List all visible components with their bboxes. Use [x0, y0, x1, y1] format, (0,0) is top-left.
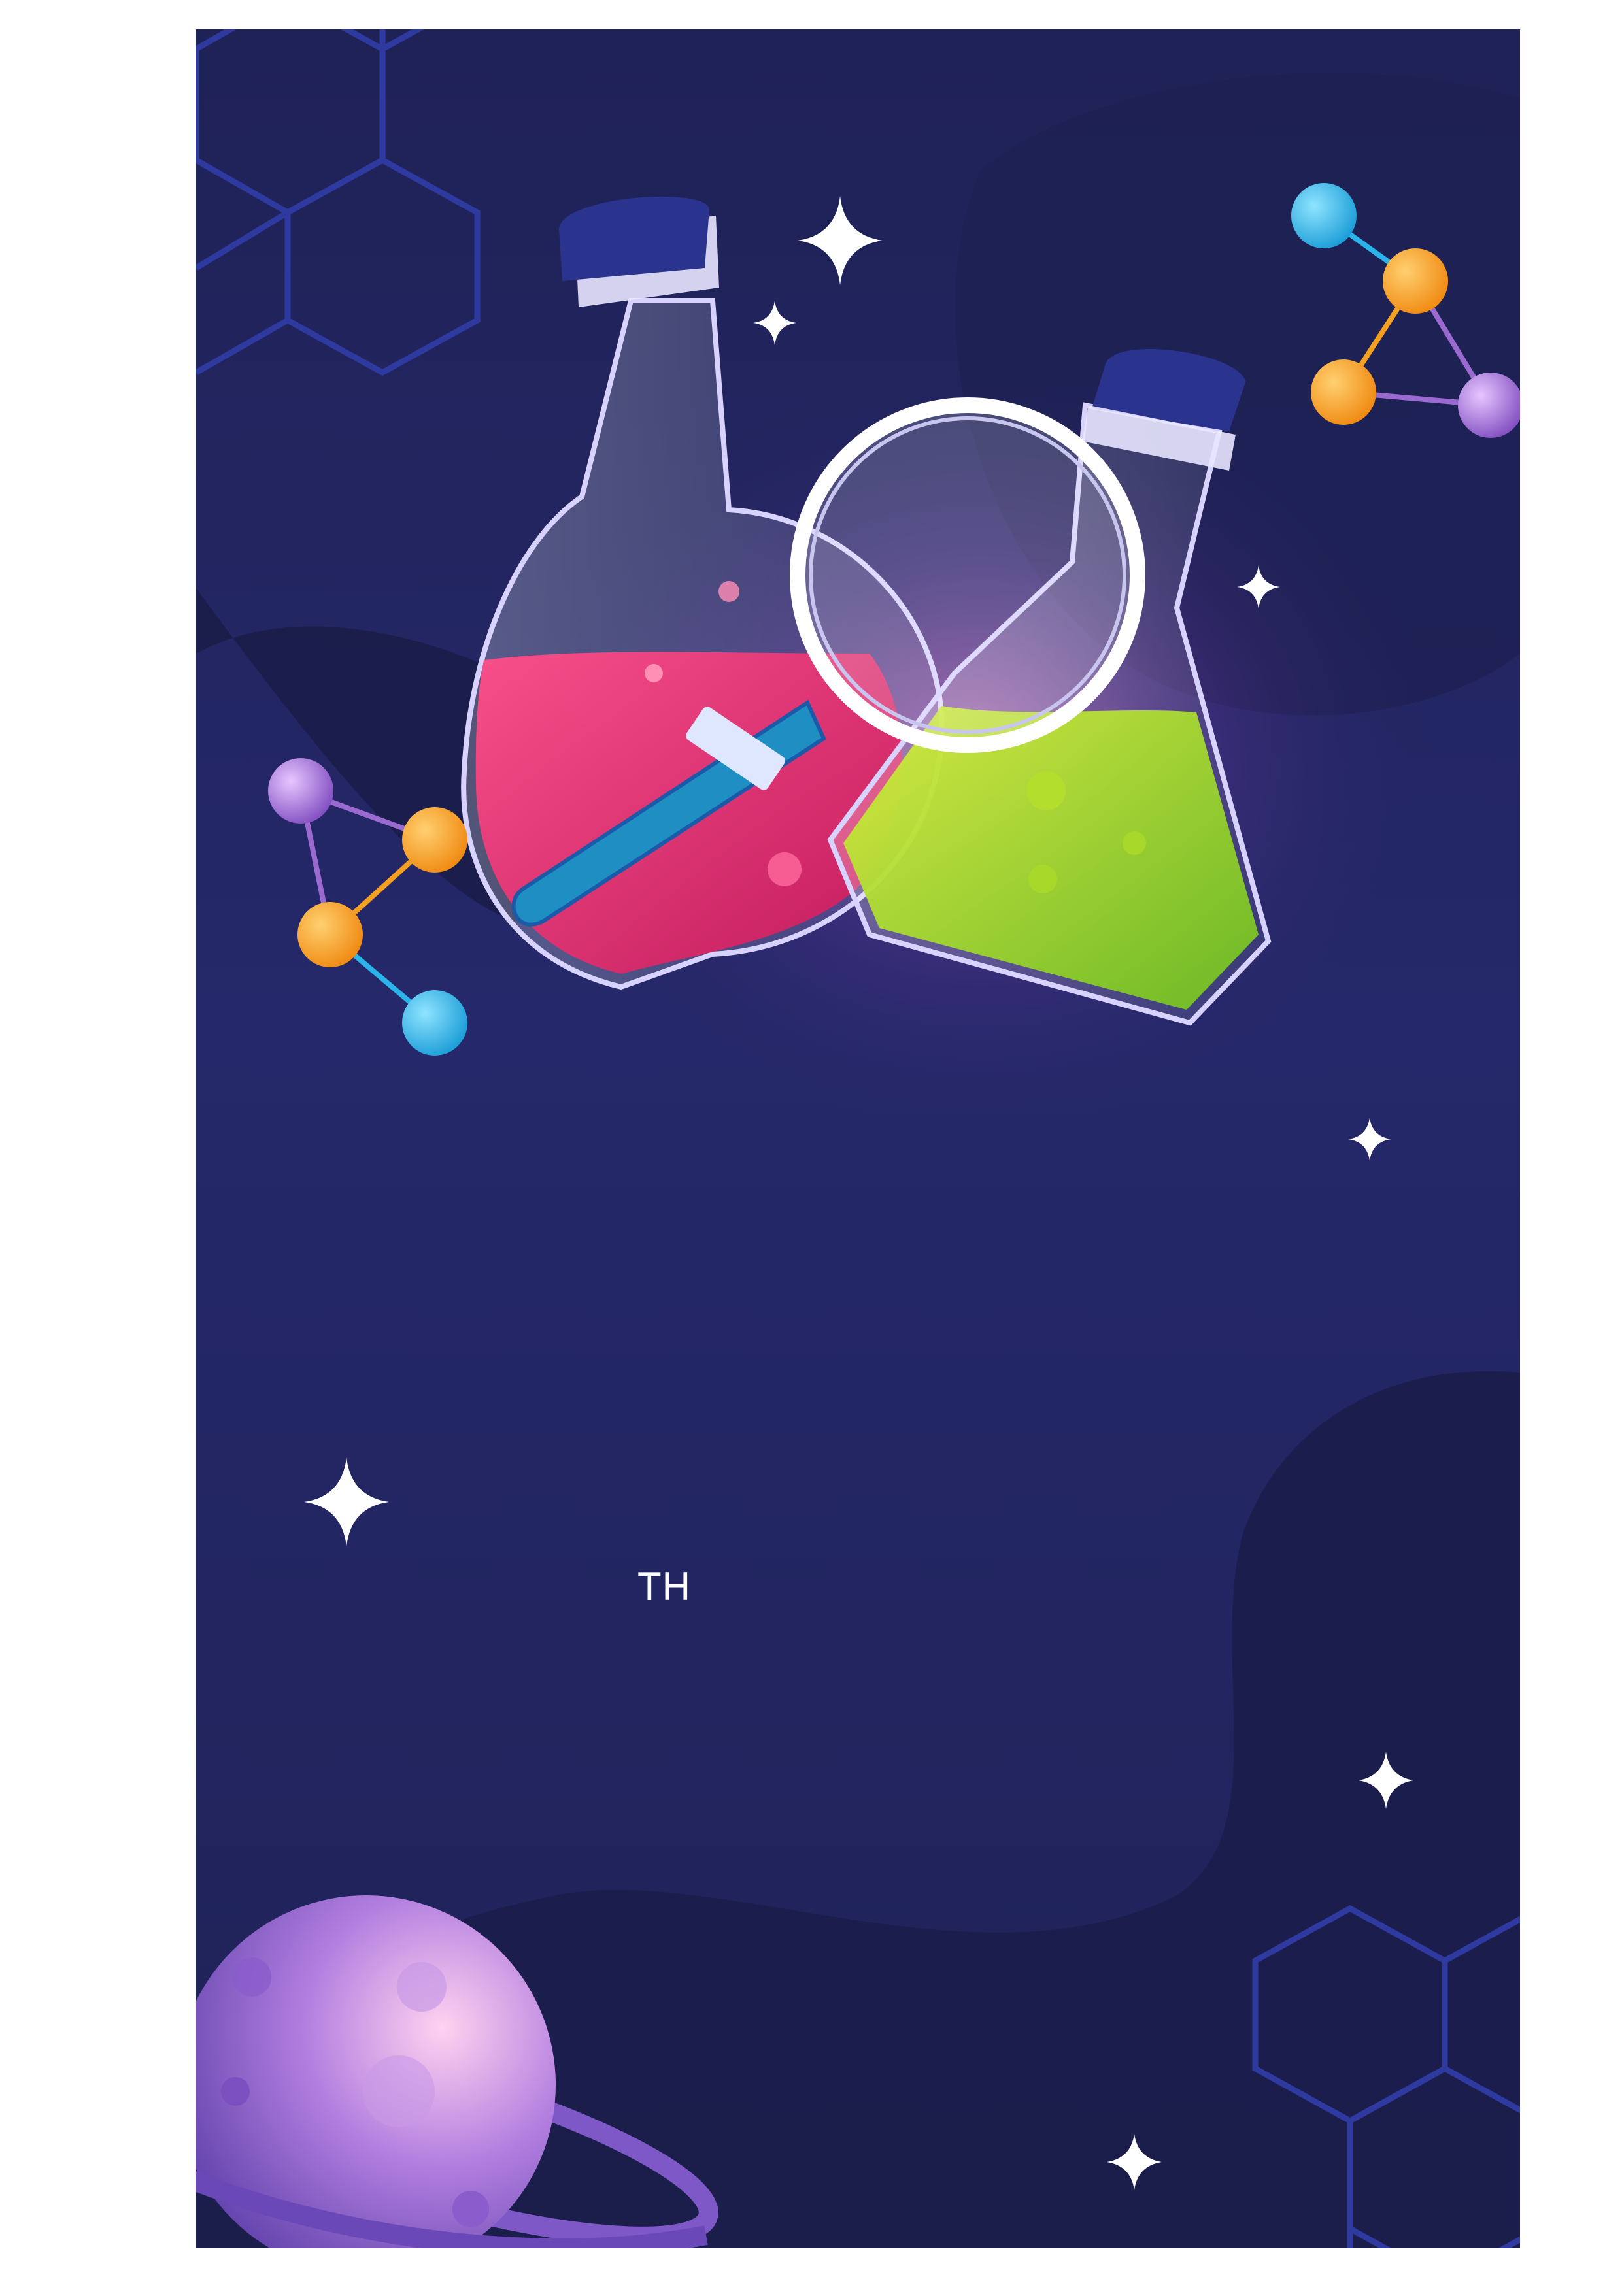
sparkle-star-icon	[753, 301, 796, 345]
planet	[196, 1895, 718, 2248]
hexagon-pattern-bottom-right	[1252, 1905, 1520, 2248]
hexagon-pattern-top-left	[196, 29, 481, 376]
sparkle-star-icon	[1348, 1118, 1391, 1161]
sparkle-stars	[304, 196, 1413, 2190]
erlenmeyer-flask	[827, 349, 1272, 1026]
molecule-top-right	[1291, 183, 1520, 438]
sparkle-star-icon	[1237, 565, 1280, 608]
sparkle-star-icon	[798, 196, 883, 285]
molecule-left	[268, 758, 467, 1056]
poster-label: TH	[637, 1565, 691, 1608]
magnifying-glass	[511, 397, 1145, 927]
sparkle-star-icon	[1359, 1752, 1413, 1809]
sparkle-star-icon	[1107, 2134, 1162, 2190]
sparkle-star-icon	[304, 1457, 389, 1546]
